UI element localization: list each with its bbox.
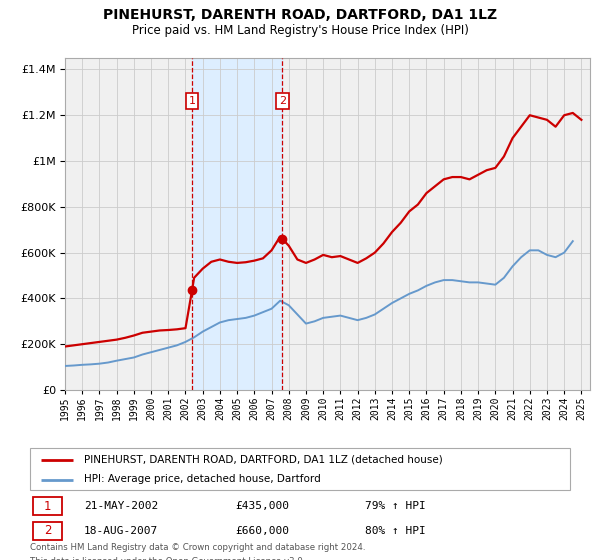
Text: Contains HM Land Registry data © Crown copyright and database right 2024.: Contains HM Land Registry data © Crown c… — [30, 543, 365, 552]
Text: PINEHURST, DARENTH ROAD, DARTFORD, DA1 1LZ (detached house): PINEHURST, DARENTH ROAD, DARTFORD, DA1 1… — [84, 455, 443, 465]
Text: 2: 2 — [44, 525, 52, 538]
Text: PINEHURST, DARENTH ROAD, DARTFORD, DA1 1LZ: PINEHURST, DARENTH ROAD, DARTFORD, DA1 1… — [103, 8, 497, 22]
Text: 80% ↑ HPI: 80% ↑ HPI — [365, 526, 425, 536]
Text: Price paid vs. HM Land Registry's House Price Index (HPI): Price paid vs. HM Land Registry's House … — [131, 24, 469, 37]
Bar — [192, 58, 283, 390]
Text: HPI: Average price, detached house, Dartford: HPI: Average price, detached house, Dart… — [84, 474, 321, 484]
Text: £660,000: £660,000 — [235, 526, 289, 536]
Text: 79% ↑ HPI: 79% ↑ HPI — [365, 501, 425, 511]
Text: This data is licensed under the Open Government Licence v3.0.: This data is licensed under the Open Gov… — [30, 558, 305, 560]
Text: 18-AUG-2007: 18-AUG-2007 — [84, 526, 158, 536]
FancyBboxPatch shape — [33, 497, 62, 515]
Text: 2: 2 — [279, 96, 286, 106]
Text: £435,000: £435,000 — [235, 501, 289, 511]
FancyBboxPatch shape — [30, 448, 570, 490]
Text: 1: 1 — [44, 500, 52, 512]
Text: 21-MAY-2002: 21-MAY-2002 — [84, 501, 158, 511]
Text: 1: 1 — [188, 96, 196, 106]
FancyBboxPatch shape — [33, 522, 62, 540]
